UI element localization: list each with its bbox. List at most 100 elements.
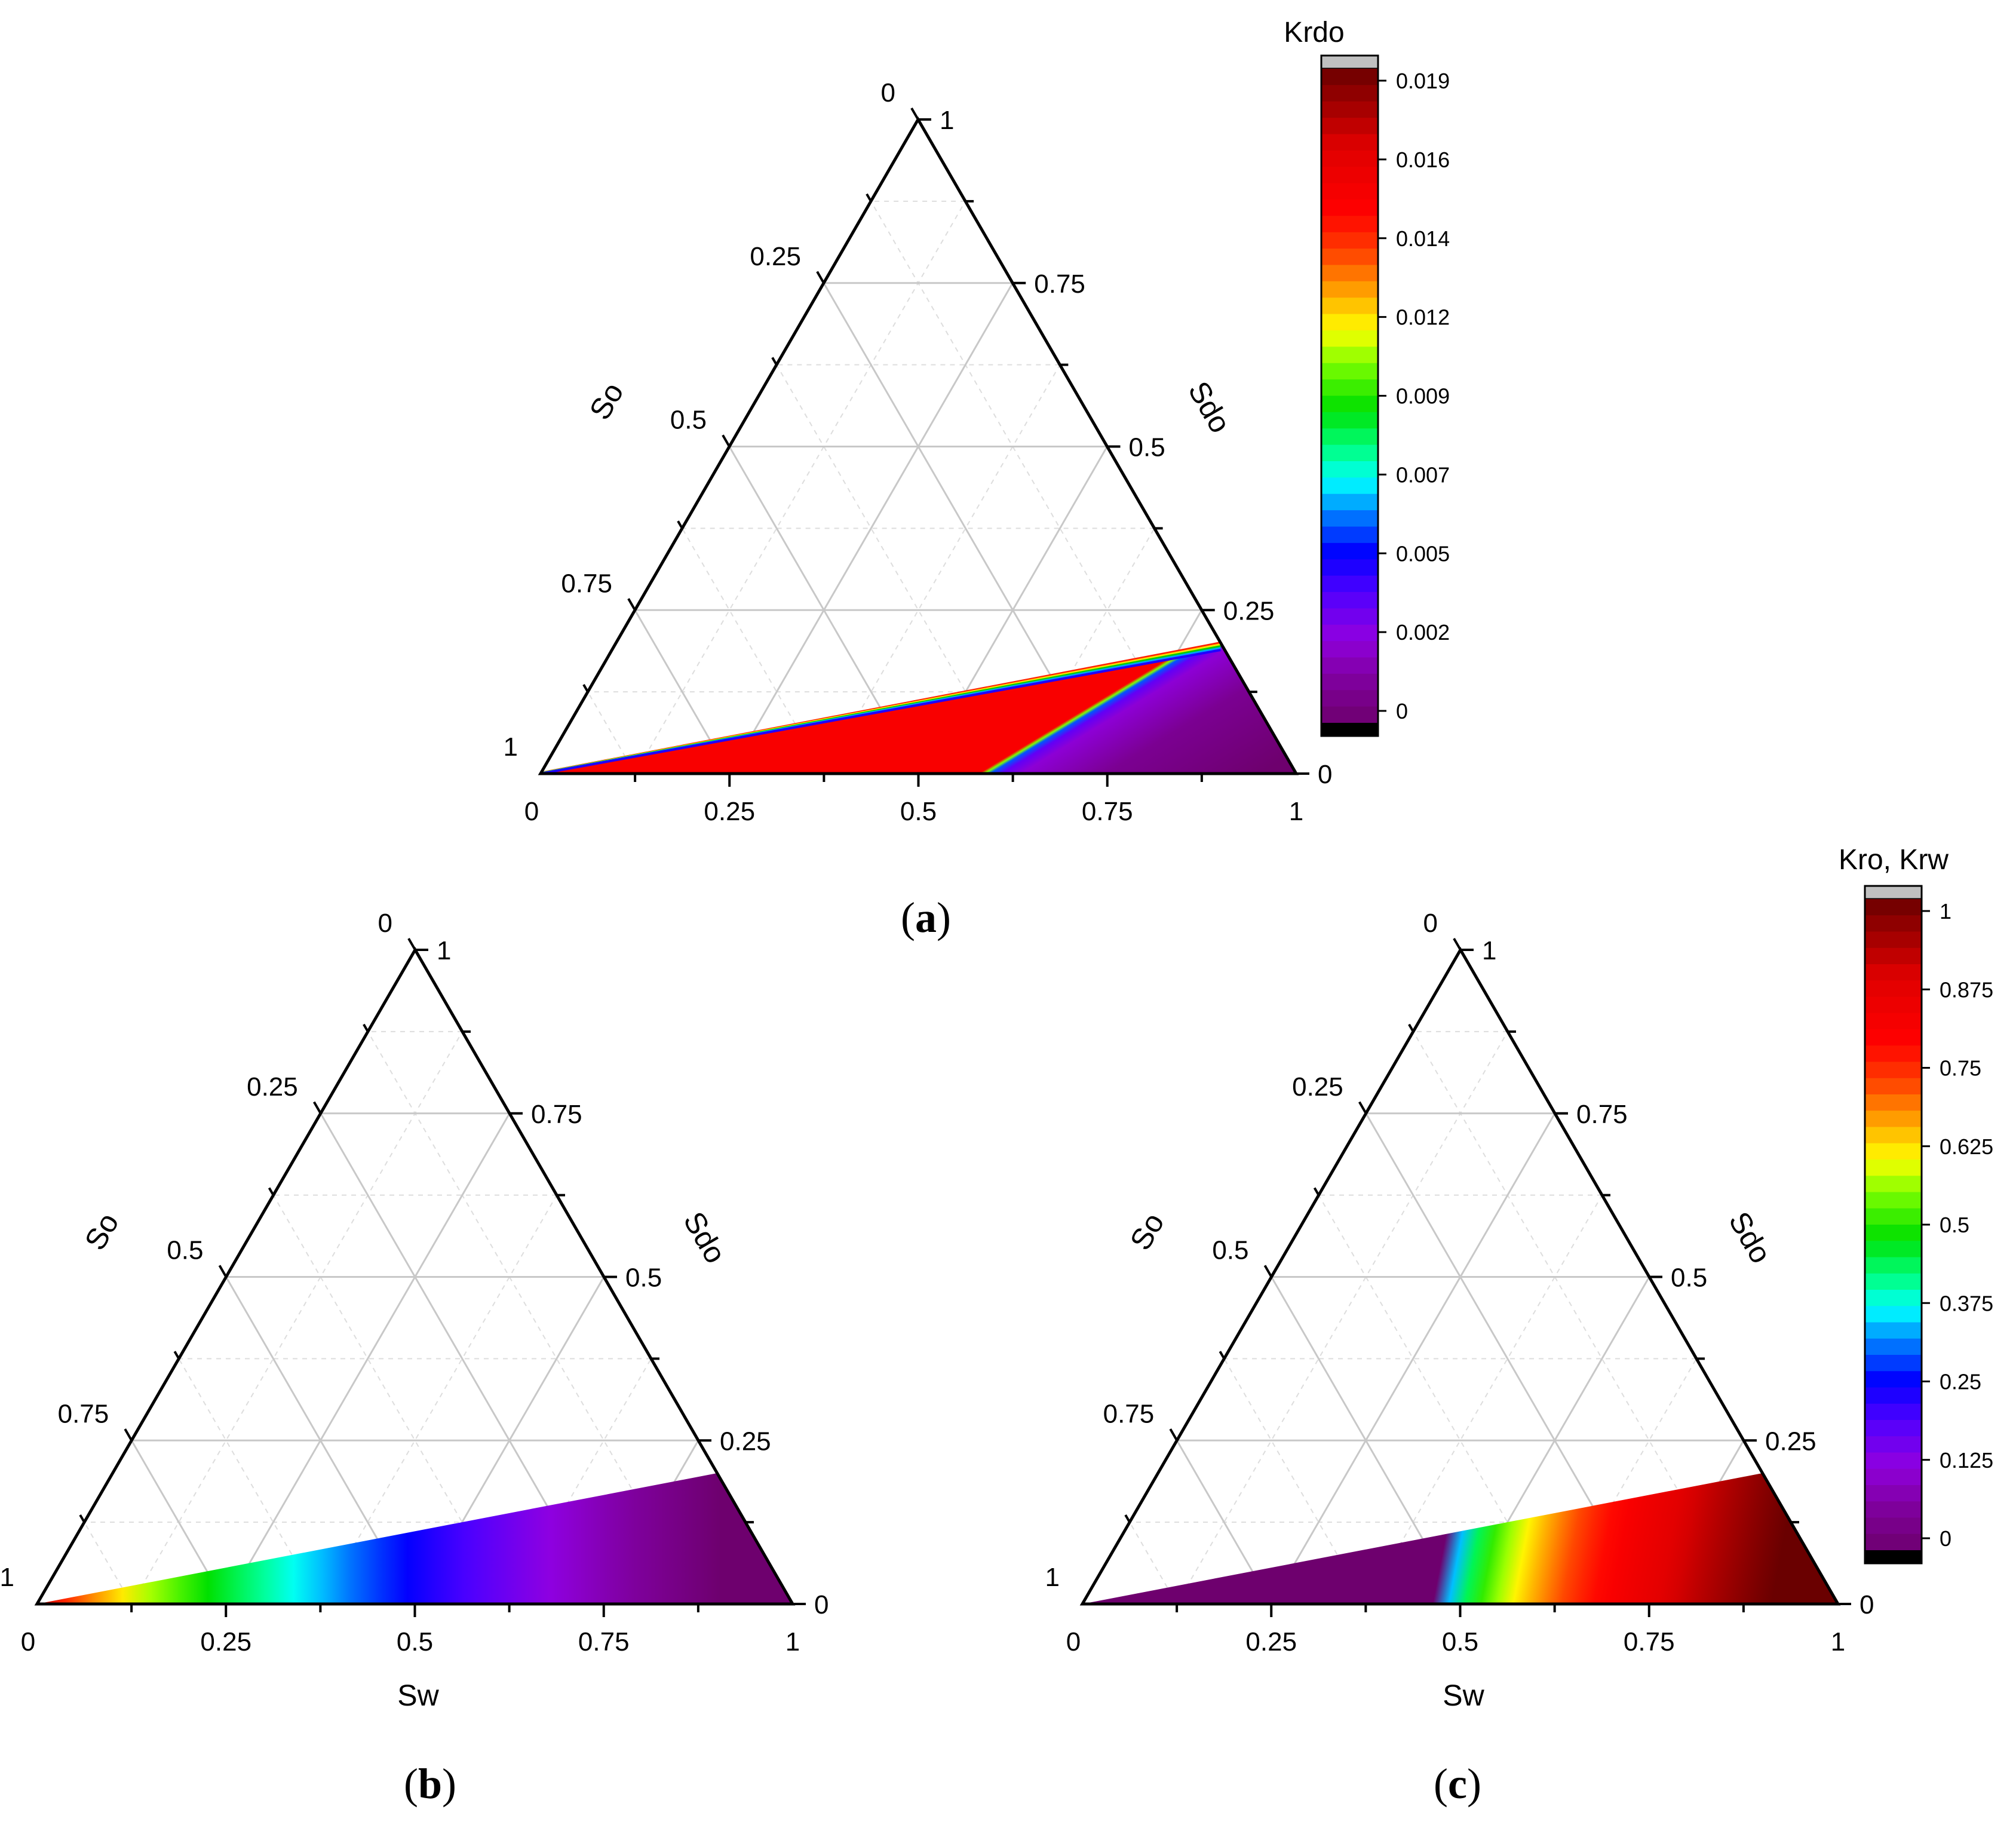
tick-label-right: 1 bbox=[437, 936, 451, 965]
colorbar-swatch bbox=[1865, 1452, 1922, 1470]
panel-b-contour-region bbox=[37, 1473, 793, 1604]
colorbar-swatch bbox=[1865, 1045, 1922, 1063]
tick-label-right: 0.5 bbox=[625, 1263, 662, 1293]
grid-line-so bbox=[84, 1522, 132, 1605]
colorbar-swatch bbox=[1321, 542, 1378, 560]
tick-left bbox=[363, 1023, 369, 1032]
tick-label-bottom: 0 bbox=[21, 1627, 35, 1657]
colorbar-tick-label: 0.005 bbox=[1396, 541, 1450, 566]
colorbar-swatch bbox=[1865, 931, 1922, 949]
grid-line-sw bbox=[1270, 1112, 1556, 1605]
tick-label-left: 1 bbox=[1045, 1563, 1060, 1592]
colorbar-tick-label: 0.019 bbox=[1396, 69, 1450, 93]
tick-label-left: 0.5 bbox=[1212, 1236, 1248, 1265]
panel-a-caption: (a) bbox=[901, 894, 951, 941]
colorbar-tick-label: 0.007 bbox=[1396, 462, 1450, 487]
colorbar-swatch bbox=[1865, 1371, 1922, 1388]
colorbar-swatch bbox=[1321, 706, 1378, 723]
panel-a: 0100.250.750.250.50.50.50.750.250.75101 … bbox=[504, 17, 1450, 941]
tick-label-bottom: 0.5 bbox=[1442, 1627, 1478, 1657]
grid-line-sw bbox=[225, 1112, 511, 1605]
tick-label-right: 0.75 bbox=[1034, 269, 1085, 299]
grid-line-sw bbox=[1176, 1031, 1508, 1605]
colorbar-overflow-swatch bbox=[1864, 885, 1923, 900]
tick-label-bottom: 1 bbox=[1289, 797, 1303, 826]
panel-b-bottom-axis-title: Sw bbox=[397, 1679, 439, 1712]
colorbar-swatch bbox=[1865, 1176, 1922, 1193]
tick-left bbox=[1408, 1023, 1414, 1032]
colorbar-tick-label: 0 bbox=[1940, 1526, 1951, 1551]
panel-b-left-axis-title: So bbox=[78, 1207, 125, 1256]
tick-label-left: 0.5 bbox=[670, 406, 707, 435]
colorbar-swatch bbox=[1865, 1013, 1922, 1030]
panel-b: 0100.250.750.250.50.50.50.750.250.75101 … bbox=[0, 909, 829, 1808]
colorbar-swatch bbox=[1865, 1127, 1922, 1144]
panel-b-right-axis-title: Sdo bbox=[677, 1206, 732, 1269]
tick-label-bottom: 0.5 bbox=[900, 797, 937, 826]
colorbar-swatch bbox=[1865, 1273, 1922, 1290]
tick-label-right: 0 bbox=[1318, 760, 1332, 789]
colorbar-tick-label: 0.75 bbox=[1940, 1056, 1981, 1081]
colorbar-tick-label: 0.009 bbox=[1396, 384, 1450, 409]
colorbar-tick-label: 0.125 bbox=[1940, 1448, 1993, 1473]
colorbar-swatch bbox=[1321, 477, 1378, 495]
colorbar-swatch bbox=[1321, 330, 1378, 348]
colorbar-swatch bbox=[1321, 690, 1378, 707]
colorbar-swatch bbox=[1321, 85, 1378, 102]
panel-b-caption-letter: b bbox=[418, 1760, 442, 1808]
colorbar-tick-label: 0.014 bbox=[1396, 226, 1450, 251]
tick-left bbox=[677, 520, 683, 529]
contour-band-line bbox=[540, 649, 1221, 775]
tick-label-left: 0.75 bbox=[561, 569, 612, 598]
colorbar-swatch bbox=[1321, 281, 1378, 299]
grid-line-sw bbox=[823, 364, 1061, 774]
colorbar-swatch bbox=[1321, 167, 1378, 184]
tick-left bbox=[407, 937, 416, 951]
grid-line-sw bbox=[728, 283, 1014, 774]
colorbar-overflow-swatch bbox=[1320, 54, 1379, 70]
panel-a-contour-region bbox=[541, 643, 1296, 774]
grid-line-sw bbox=[320, 1195, 557, 1605]
colorbar-swatch bbox=[1865, 1387, 1922, 1404]
colorbar-swatch bbox=[1321, 265, 1378, 282]
tick-label-bottom: 0 bbox=[524, 797, 539, 826]
tick-label-right: 0.75 bbox=[531, 1100, 582, 1129]
colorbar-swatch bbox=[1865, 1355, 1922, 1372]
colorbar-swatch bbox=[1865, 899, 1922, 916]
tick-label-right: 1 bbox=[1482, 936, 1496, 965]
colorbar-swatch bbox=[1865, 1225, 1922, 1242]
tick-left bbox=[1124, 1514, 1131, 1523]
colorbar-tick-label: 0.375 bbox=[1940, 1291, 1993, 1315]
panel-c-ticks bbox=[1124, 937, 1851, 1617]
tick-left bbox=[910, 107, 919, 121]
colorbar-swatch bbox=[1865, 1257, 1922, 1274]
colorbar-swatch bbox=[1321, 183, 1378, 200]
panel-c-right-axis-title: Sdo bbox=[1722, 1206, 1778, 1269]
tick-left bbox=[1453, 937, 1462, 951]
colorbar-swatch bbox=[1321, 575, 1378, 593]
colorbar-swatch bbox=[1321, 608, 1378, 625]
colorbar-swatch bbox=[1865, 980, 1922, 998]
colorbar-swatch bbox=[1321, 200, 1378, 217]
colorbar-swatch bbox=[1865, 1208, 1922, 1225]
colorbar-swatch bbox=[1865, 1290, 1922, 1307]
grid-line-so bbox=[587, 691, 636, 774]
colorbar-swatch bbox=[1321, 379, 1378, 397]
colorbar-swatch bbox=[1321, 346, 1378, 364]
colorbar-swatch bbox=[1321, 297, 1378, 315]
panel-c-left-axis-title: So bbox=[1124, 1207, 1171, 1256]
panel-c-colorbar-title: Kro, Krw bbox=[1839, 844, 1949, 876]
tick-label-left: 0 bbox=[1423, 909, 1438, 938]
tick-left bbox=[722, 434, 731, 447]
tick-label-right: 0.5 bbox=[1129, 433, 1165, 462]
tick-label-bottom: 0.25 bbox=[1245, 1627, 1297, 1657]
tick-label-bottom: 0 bbox=[1066, 1627, 1081, 1657]
tick-left bbox=[816, 271, 825, 284]
colorbar-swatch bbox=[1321, 232, 1378, 250]
tick-left bbox=[79, 1514, 85, 1523]
colorbar-swatch bbox=[1321, 493, 1378, 511]
tick-left bbox=[268, 1187, 275, 1196]
colorbar-swatch bbox=[1321, 657, 1378, 674]
